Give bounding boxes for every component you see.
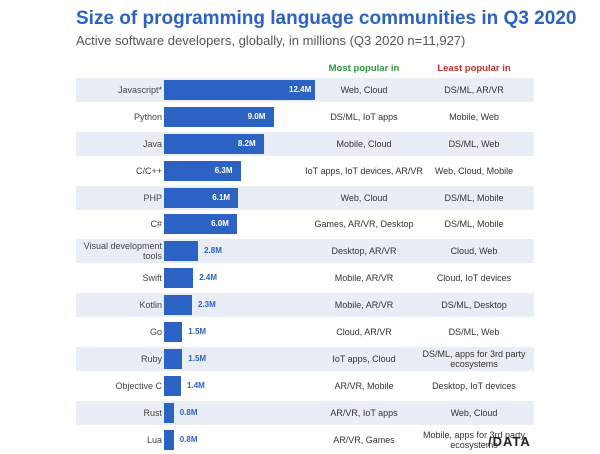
category-label: Objective C bbox=[115, 380, 162, 391]
chart-row: Visual development tools 2.8M Desktop, AR/… bbox=[76, 239, 534, 264]
least-popular-cell: DS/ML, Web bbox=[448, 327, 500, 338]
chart-row: PHP 6.1M Web, Cloud DS/ML, Mobile bbox=[76, 185, 534, 210]
category-label: PHP bbox=[143, 192, 162, 203]
bar bbox=[164, 322, 183, 343]
bar bbox=[164, 160, 241, 181]
bar bbox=[164, 348, 183, 369]
least-popular-cell: Cloud, IoT devices bbox=[436, 273, 512, 284]
bar bbox=[164, 133, 264, 154]
chart-title: Size of programming language communities… bbox=[76, 8, 577, 29]
chart-row: C/C++ 6.3M IoT apps, IoT devices, AR/VR Web… bbox=[76, 159, 534, 183]
bar-value-label: 0.8M bbox=[179, 434, 198, 444]
bar-value-label: 2.4M bbox=[199, 273, 218, 283]
chart-row: Lua 0.8M AR/VR, Games Mobile, apps for 3rd … bbox=[76, 428, 534, 452]
most-popular-cell: Games, AR/VR, Desktop bbox=[314, 219, 414, 230]
brand-logo: /DATA bbox=[488, 434, 531, 449]
chart-subtitle: Active software developers, globally, in… bbox=[76, 33, 466, 48]
bar bbox=[164, 214, 238, 235]
most-popular-cell: Cloud, AR/VR bbox=[336, 327, 392, 338]
bar bbox=[164, 187, 239, 208]
bar bbox=[164, 375, 182, 396]
most-popular-cell: Web, Cloud bbox=[340, 85, 388, 95]
bar-value-label: 12.4M bbox=[289, 85, 312, 94]
category-label: Javascript* bbox=[117, 85, 162, 95]
bar-value-label: 0.8M bbox=[179, 407, 198, 417]
bar-value-label: 2.3M bbox=[198, 300, 216, 310]
bar-value-label: 9.0M bbox=[247, 111, 266, 121]
least-popular-cell: DS/ML, apps for 3rd party ecosystems bbox=[422, 348, 526, 369]
bar-value-label: 1.5M bbox=[188, 327, 207, 337]
category-label: Kotlin bbox=[139, 300, 162, 311]
most-popular-cell: AR/VR, Mobile bbox=[334, 380, 394, 391]
chart-row: Ruby 1.5M IoT apps, Cloud DS/ML, apps for 3… bbox=[76, 346, 534, 371]
bar bbox=[164, 429, 174, 450]
bar-value-label: 2.8M bbox=[204, 246, 222, 256]
bar bbox=[164, 241, 199, 262]
least-popular-cell: DS/ML, Mobile bbox=[444, 219, 504, 230]
most-popular-cell: Desktop, AR/VR bbox=[331, 246, 397, 257]
most-popular-cell: Web, Cloud bbox=[340, 192, 388, 203]
least-popular-cell: Mobile, Web bbox=[449, 111, 499, 122]
most-popular-cell: AR/VR, Games bbox=[333, 434, 395, 445]
category-label: Visual development tools bbox=[83, 241, 162, 262]
most-popular-header: Most popular in bbox=[328, 63, 400, 74]
most-popular-cell: AR/VR, IoT apps bbox=[330, 407, 398, 418]
least-popular-header: Least popular in bbox=[437, 63, 511, 74]
most-popular-cell: Mobile, AR/VR bbox=[334, 273, 394, 284]
category-label: Swift bbox=[142, 273, 162, 284]
category-label: Rust bbox=[143, 407, 162, 418]
bar-value-label: 6.3M bbox=[214, 165, 233, 175]
category-label: Lua bbox=[146, 434, 162, 445]
category-label: Go bbox=[149, 327, 162, 338]
least-popular-cell: Desktop, IoT devices bbox=[432, 380, 516, 391]
most-popular-cell: DS/ML, IoT apps bbox=[330, 111, 398, 122]
most-popular-cell: Mobile, Cloud bbox=[336, 138, 392, 149]
bar-value-label: 6.0M bbox=[211, 219, 229, 229]
most-popular-cell: IoT apps, IoT devices, AR/VR bbox=[305, 165, 423, 176]
chart-row: Java 8.2M Mobile, Cloud DS/ML, Web bbox=[76, 131, 534, 156]
chart-row: Javascript* 12.4M Web, Cloud DS/ML, AR/VR bbox=[76, 78, 534, 102]
least-popular-cell: Mobile, apps for 3rd party ecosystems bbox=[422, 429, 526, 450]
chart-rows: Javascript* 12.4M Web, Cloud DS/ML, AR/VR Py… bbox=[76, 78, 534, 454]
most-popular-cell: Mobile, AR/VR bbox=[334, 300, 394, 311]
bar-value-label: 1.5M bbox=[188, 353, 207, 363]
chart-row: Rust 0.8M AR/VR, IoT apps Web, Cloud bbox=[76, 400, 534, 425]
bar-value-label: 6.1M bbox=[212, 192, 231, 202]
chart-row: Objective C 1.4M AR/VR, Mobile Desktop, IoT… bbox=[76, 374, 534, 398]
bar bbox=[164, 80, 315, 100]
category-label: C# bbox=[150, 219, 162, 230]
chart-row: Kotlin 2.3M Mobile, AR/VR DS/ML, Desktop bbox=[76, 293, 534, 318]
chart-row: Go 1.5M Cloud, AR/VR DS/ML, Web bbox=[76, 320, 534, 344]
chart-row: Swift 2.4M Mobile, AR/VR Cloud, IoT devices bbox=[76, 266, 534, 290]
chart-row: C# 6.0M Games, AR/VR, Desktop DS/ML, Mobile bbox=[76, 212, 534, 236]
category-label: Python bbox=[133, 111, 162, 122]
bar-value-label: 1.4M bbox=[187, 380, 205, 390]
least-popular-cell: Web, Cloud, Mobile bbox=[434, 165, 514, 176]
bar bbox=[164, 268, 194, 289]
category-label: C/C++ bbox=[135, 165, 162, 176]
bar bbox=[164, 295, 192, 316]
least-popular-cell: DS/ML, AR/VR bbox=[444, 85, 504, 95]
bar-value-label: 8.2M bbox=[237, 138, 256, 148]
chart-row: Python 9.0M DS/ML, IoT apps Mobile, Web bbox=[76, 105, 534, 129]
bar bbox=[164, 106, 274, 127]
least-popular-cell: Web, Cloud bbox=[450, 407, 498, 418]
least-popular-cell: DS/ML, Mobile bbox=[444, 192, 504, 203]
most-popular-cell: IoT apps, Cloud bbox=[332, 353, 396, 364]
category-label: Ruby bbox=[140, 353, 162, 364]
category-label: Java bbox=[142, 138, 162, 149]
least-popular-cell: DS/ML, Web bbox=[448, 138, 500, 149]
least-popular-cell: DS/ML, Desktop bbox=[441, 300, 507, 311]
least-popular-cell: Cloud, Web bbox=[450, 246, 498, 257]
bar bbox=[164, 402, 174, 423]
